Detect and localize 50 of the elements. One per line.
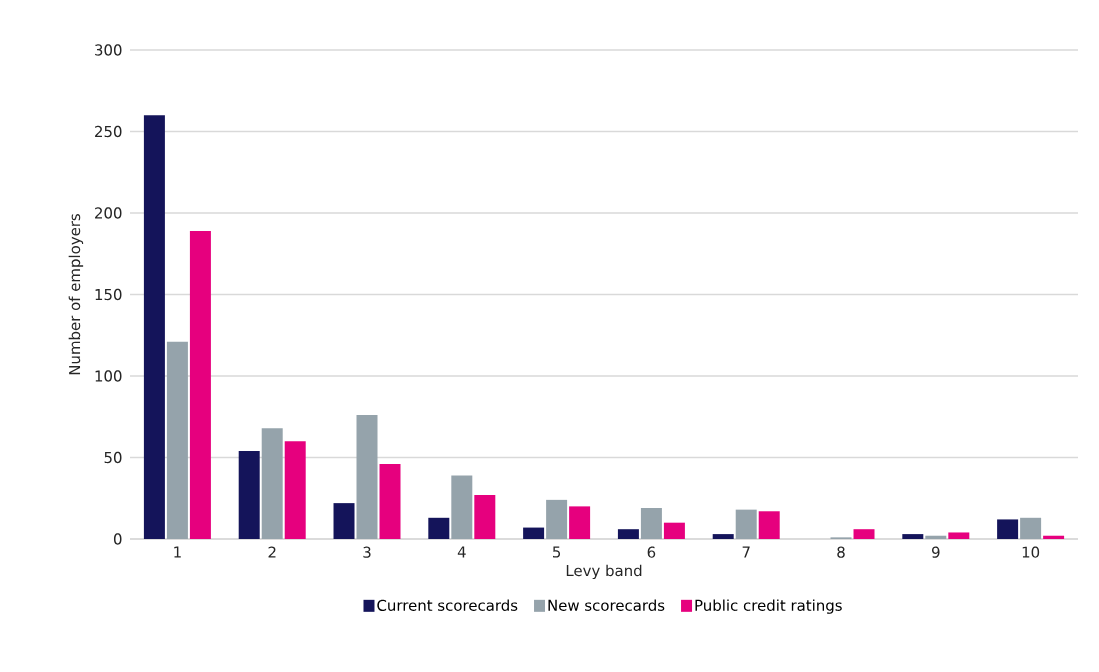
x-tick-label: 2 xyxy=(268,546,276,558)
legend-label: Public credit ratings xyxy=(695,599,842,614)
bar xyxy=(617,529,639,539)
bar xyxy=(189,230,211,539)
bar xyxy=(1020,517,1042,539)
y-tick-label: 150 xyxy=(95,288,122,301)
bar xyxy=(356,415,378,539)
x-tick-label: 1 xyxy=(174,546,181,558)
y-axis-title: Number of employers xyxy=(68,214,84,375)
bar xyxy=(143,115,165,539)
bar xyxy=(735,509,757,539)
bar xyxy=(333,503,355,539)
y-tick-label: 300 xyxy=(95,44,122,56)
bar xyxy=(997,519,1019,539)
bar xyxy=(569,506,591,539)
bar xyxy=(758,511,780,539)
y-tick-label: 0 xyxy=(113,533,122,545)
y-tick-label: 50 xyxy=(104,451,122,464)
bar xyxy=(451,475,473,539)
x-tick-label: 9 xyxy=(931,546,940,558)
bar xyxy=(474,494,496,539)
y-tick-label: 100 xyxy=(95,370,122,382)
x-tick-label: 4 xyxy=(457,546,466,558)
bar xyxy=(238,450,260,539)
x-tick-label: 6 xyxy=(647,546,656,558)
bar xyxy=(663,522,685,539)
bar xyxy=(523,527,545,539)
bar xyxy=(712,534,734,539)
bar xyxy=(379,464,401,539)
x-tick-label: 5 xyxy=(553,546,561,558)
x-tick-label: 7 xyxy=(742,546,750,558)
bar xyxy=(640,508,662,539)
bar xyxy=(925,535,947,539)
legend-label: New scorecards xyxy=(548,599,665,611)
x-axis-title: Levy band xyxy=(566,564,642,580)
bar xyxy=(1043,535,1065,539)
bar xyxy=(428,517,450,539)
bar xyxy=(166,341,188,539)
bar xyxy=(261,428,283,539)
y-tick-label: 250 xyxy=(95,125,122,138)
x-tick-label: 3 xyxy=(363,546,371,558)
bar xyxy=(853,529,875,539)
x-tick-label: 10 xyxy=(1022,546,1040,558)
legend-label: Current scorecards xyxy=(377,599,518,611)
bar xyxy=(284,441,306,539)
x-tick-label: 8 xyxy=(837,546,845,558)
bar xyxy=(948,532,970,539)
bar xyxy=(546,499,568,539)
y-tick-label: 200 xyxy=(95,207,122,219)
bar xyxy=(902,534,924,539)
